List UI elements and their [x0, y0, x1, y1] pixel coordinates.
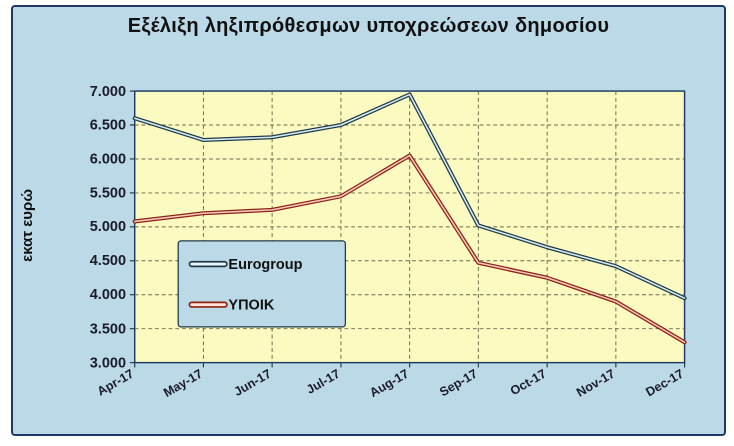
svg-text:May-17: May-17	[161, 367, 205, 400]
svg-text:7.000: 7.000	[90, 84, 126, 100]
svg-text:Aug-17: Aug-17	[367, 367, 411, 400]
svg-text:Nov-17: Nov-17	[574, 367, 617, 400]
svg-text:Jun-17: Jun-17	[232, 367, 274, 399]
svg-text:5.000: 5.000	[90, 219, 126, 235]
svg-text:ΥΠΟΙΚ: ΥΠΟΙΚ	[228, 297, 274, 313]
svg-text:3.000: 3.000	[90, 355, 126, 371]
svg-text:Dec-17: Dec-17	[643, 367, 686, 400]
svg-text:6.000: 6.000	[90, 152, 126, 168]
svg-text:Oct-17: Oct-17	[508, 367, 549, 399]
svg-text:4.000: 4.000	[90, 287, 126, 303]
svg-text:6.500: 6.500	[90, 118, 126, 134]
svg-text:4.500: 4.500	[90, 253, 126, 269]
svg-text:Eurogroup: Eurogroup	[228, 257, 302, 273]
svg-text:3.500: 3.500	[90, 322, 126, 338]
svg-text:Sep-17: Sep-17	[437, 367, 480, 400]
svg-text:Jul-17: Jul-17	[304, 367, 342, 397]
svg-text:5.500: 5.500	[90, 185, 126, 201]
